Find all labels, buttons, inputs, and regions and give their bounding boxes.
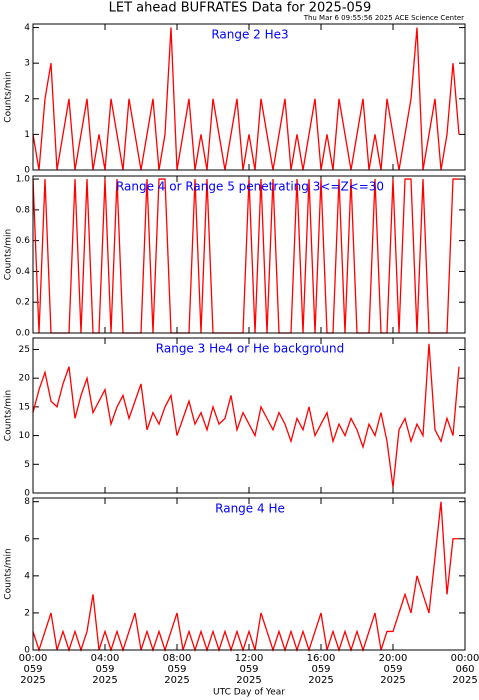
- y-tick-label: 1.0: [16, 175, 31, 185]
- data-line: [32, 178, 459, 334]
- data-line: [32, 343, 460, 488]
- y-tick-label: 15: [19, 402, 30, 412]
- y-tick-label: 0.0: [16, 329, 31, 339]
- y-tick-label: 0.2: [16, 298, 30, 308]
- page-subtitle: Thu Mar 6 09:55:56 2025 ACE Science Cent…: [303, 14, 464, 22]
- panel-frame: [32, 497, 466, 651]
- y-tick-label: 20: [19, 374, 31, 384]
- y-tick-label: 3: [24, 59, 30, 69]
- x-axis-label: UTC Day of Year: [213, 688, 285, 698]
- x-tick-label: 20:00 059 2025: [378, 653, 408, 686]
- x-tick-label: 08:00 059 2025: [162, 653, 192, 686]
- y-tick-label: 8: [24, 497, 30, 507]
- panel-title: Range 3 He4 or He background: [156, 342, 344, 356]
- panel-frame: [32, 175, 466, 334]
- y-tick-label: 0: [24, 489, 30, 499]
- panel-title: Range 4 He: [215, 502, 285, 516]
- y-tick-label: 0.8: [16, 205, 31, 215]
- y-tick-label: 0.4: [16, 267, 31, 277]
- x-tick-label: 00:00 059 2025: [18, 653, 48, 686]
- y-tick-label: 2: [24, 94, 30, 104]
- y-tick-label: 4: [24, 571, 30, 581]
- panel-title: Range 2 He3: [211, 28, 288, 42]
- x-tick-label: 00:00 060 2025: [450, 653, 479, 686]
- page-title: LET ahead BUFRATES Data for 2025-059: [109, 1, 372, 16]
- panel-frame: [32, 23, 466, 171]
- data-line: [32, 27, 460, 171]
- y-axis-label: Counts/min: [4, 390, 14, 441]
- y-axis-label: Counts/min: [4, 229, 14, 280]
- y-tick-label: 4: [24, 23, 30, 33]
- y-tick-label: 5: [24, 460, 30, 470]
- data-line: [32, 501, 459, 653]
- y-axis-label: Counts/min: [4, 548, 14, 599]
- y-tick-label: 25: [19, 345, 30, 355]
- y-axis-label: Counts/min: [4, 71, 14, 122]
- y-tick-label: 2: [24, 608, 30, 618]
- y-tick-label: 6: [24, 534, 30, 544]
- x-tick-label: 12:00 059 2025: [234, 653, 264, 686]
- panel-frame: [32, 337, 466, 494]
- x-tick-label: 04:00 059 2025: [90, 653, 120, 686]
- panel-title: Range 4 or Range 5 penetrating 3<=Z<=30: [116, 180, 384, 194]
- y-tick-label: 0.6: [16, 236, 31, 246]
- y-tick-label: 0: [24, 166, 30, 176]
- y-tick-label: 1: [24, 130, 30, 140]
- x-tick-label: 16:00 059 2025: [306, 653, 336, 686]
- y-tick-label: 0: [24, 646, 30, 656]
- y-tick-label: 10: [19, 431, 31, 441]
